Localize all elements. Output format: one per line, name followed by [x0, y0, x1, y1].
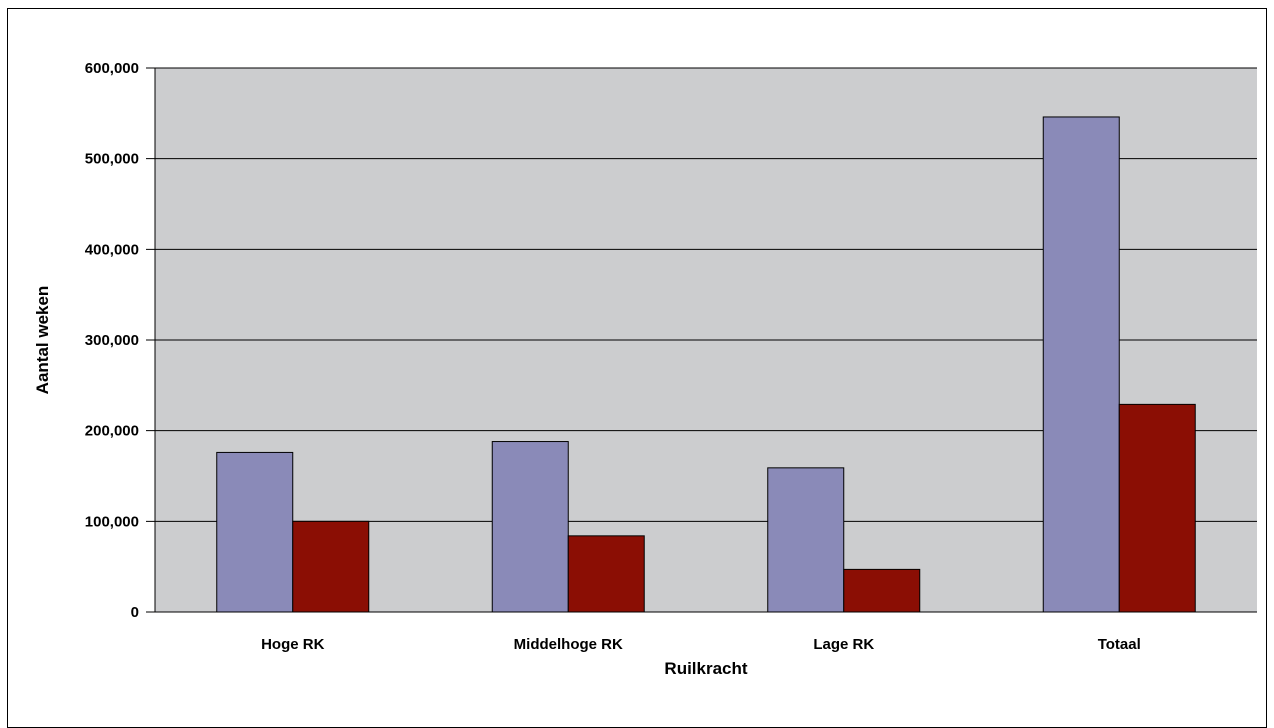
bars	[216, 116, 1196, 613]
bar-series-1-lage-rk	[767, 467, 845, 613]
x-tick-labels: Hoge RK Middelhoge RK Lage RK Totaal	[261, 636, 1141, 653]
bar-series-1-middelhoge-rk	[491, 441, 569, 613]
bar-series-2-lage-rk	[843, 568, 921, 613]
y-tick-label: 0	[131, 604, 139, 621]
y-tick-label: 200,000	[85, 423, 139, 440]
bar-series-2-middelhoge-rk	[567, 535, 645, 613]
x-tick-label: Totaal	[1098, 636, 1141, 653]
bar-series-2-totaal	[1118, 403, 1196, 613]
x-tick-label: Lage RK	[813, 636, 874, 653]
y-tick-label: 600,000	[85, 60, 139, 77]
y-tick-labels: 0 100,000 200,000 300,000 400,000 500,000 600,…	[85, 60, 139, 621]
bar-series-1-hoge-rk	[216, 451, 294, 613]
bar-series-1-totaal	[1042, 116, 1120, 613]
y-tick-label: 300,000	[85, 332, 139, 349]
bar-series-2-hoge-rk	[292, 520, 370, 613]
x-axis-title: Ruilkracht	[664, 659, 747, 678]
y-tick-label: 500,000	[85, 151, 139, 168]
y-tick-label: 400,000	[85, 241, 139, 258]
x-tick-label: Hoge RK	[261, 636, 325, 653]
y-axis-title: Aantal weken	[33, 286, 52, 395]
x-tick-label: Middelhoge RK	[514, 636, 623, 653]
y-tick-label: 100,000	[85, 513, 139, 530]
